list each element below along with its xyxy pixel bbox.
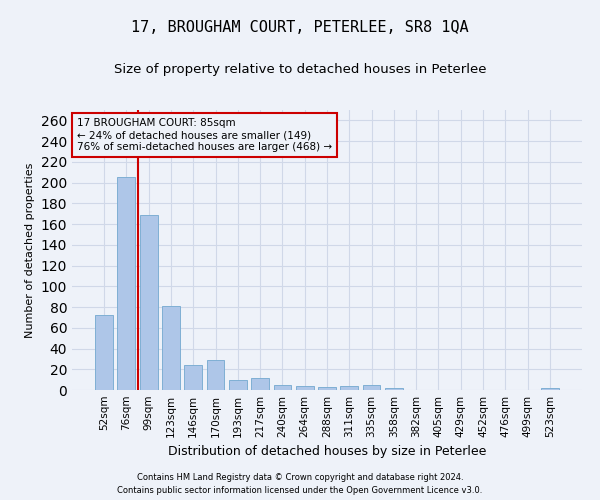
Bar bbox=[206, 360, 224, 390]
Y-axis label: Number of detached properties: Number of detached properties bbox=[25, 162, 35, 338]
Bar bbox=[362, 385, 380, 390]
Bar bbox=[296, 386, 314, 390]
Bar bbox=[340, 386, 358, 390]
Bar bbox=[184, 365, 202, 390]
X-axis label: Distribution of detached houses by size in Peterlee: Distribution of detached houses by size … bbox=[168, 446, 486, 458]
Bar bbox=[541, 388, 559, 390]
Text: Contains HM Land Registry data © Crown copyright and database right 2024.: Contains HM Land Registry data © Crown c… bbox=[137, 472, 463, 482]
Bar bbox=[318, 387, 336, 390]
Bar bbox=[162, 306, 180, 390]
Bar bbox=[274, 385, 292, 390]
Bar bbox=[229, 380, 247, 390]
Text: 17 BROUGHAM COURT: 85sqm
← 24% of detached houses are smaller (149)
76% of semi-: 17 BROUGHAM COURT: 85sqm ← 24% of detach… bbox=[77, 118, 332, 152]
Text: 17, BROUGHAM COURT, PETERLEE, SR8 1QA: 17, BROUGHAM COURT, PETERLEE, SR8 1QA bbox=[131, 20, 469, 35]
Bar bbox=[251, 378, 269, 390]
Bar bbox=[95, 316, 113, 390]
Text: Contains public sector information licensed under the Open Government Licence v3: Contains public sector information licen… bbox=[118, 486, 482, 495]
Bar bbox=[385, 388, 403, 390]
Text: Size of property relative to detached houses in Peterlee: Size of property relative to detached ho… bbox=[114, 62, 486, 76]
Bar bbox=[140, 214, 158, 390]
Bar bbox=[118, 178, 136, 390]
